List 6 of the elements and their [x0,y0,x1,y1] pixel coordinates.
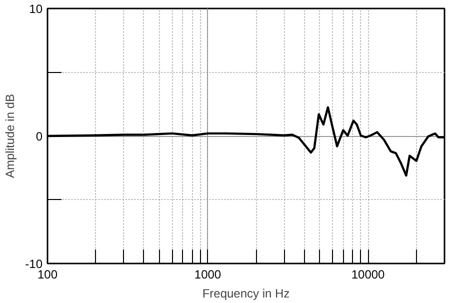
x-tick-label: 1000 [194,268,222,282]
y-tick-label: 0 [36,130,43,144]
x-axis-title: Frequency in Hz [202,286,290,300]
x-tick-label: 10000 [351,268,386,282]
y-tick-label: 10 [29,2,43,16]
y-axis-title: Amplitude in dB [3,94,18,178]
